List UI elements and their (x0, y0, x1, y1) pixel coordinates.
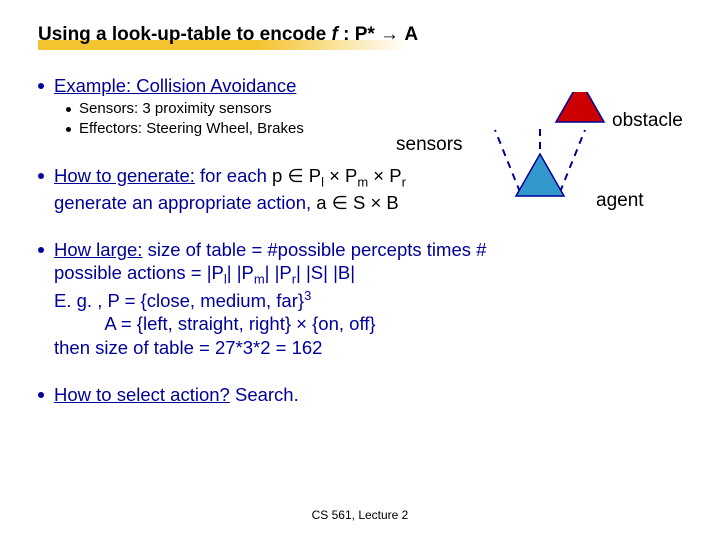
slide-title: Using a look-up-table to encode f : P* →… (38, 24, 682, 46)
large-line5: then size of table = 27*3*2 = 162 (54, 337, 322, 358)
title-domain: P* (355, 24, 375, 45)
footer-text: CS 561, Lecture 2 (0, 508, 720, 522)
bullet-text: How to generate: for each p ∈ Pl × Pm × … (54, 164, 406, 214)
select-label: How to select action? (54, 384, 230, 405)
obstacle-label: obstacle (612, 110, 683, 132)
bullet-large: How large: size of table = #possible per… (38, 238, 682, 359)
example-text: Collision Avoidance (131, 75, 296, 96)
title-codomain: A (404, 24, 418, 45)
sub-bullet-text: Effectors: Steering Wheel, Brakes (79, 119, 304, 139)
sensors-label: sensors (396, 134, 463, 156)
bullet-l1: How large: size of table = #possible per… (38, 238, 682, 359)
large-line2a: possible actions = |P (54, 262, 224, 283)
generate-rest2: generate an appropriate action, (54, 192, 316, 213)
large-line2d: | |S| |B| (296, 262, 355, 283)
generate-rest1: for each (195, 165, 272, 186)
sub-bullet-text: Sensors: 3 proximity sensors (79, 99, 272, 119)
bullet-text: How to select action? Search. (54, 383, 299, 406)
example-label: Example: (54, 75, 131, 96)
large-line2c: | |P (265, 262, 292, 283)
slide: Using a look-up-table to encode f : P* →… (0, 0, 720, 540)
f1s2: m (357, 175, 368, 190)
generate-label: How to generate: (54, 165, 195, 186)
diagram: sensors obstacle agent (390, 92, 690, 242)
f1a: p ∈ P (272, 165, 321, 186)
bullet-text: How large: size of table = #possible per… (54, 238, 486, 359)
bullet-dot-icon (66, 127, 71, 132)
large-line4: A = {left, straight, right} × {on, off} (54, 313, 376, 334)
large-line2b: | |P (227, 262, 254, 283)
select-text: Search. (230, 384, 299, 405)
bullet-dot-icon (66, 107, 71, 112)
large-line3sup: 3 (304, 288, 311, 303)
large-line1: size of table = #possible percepts times… (142, 239, 486, 260)
bullet-text: Example: Collision Avoidance (54, 74, 296, 97)
title-area: Using a look-up-table to encode f : P* →… (38, 24, 682, 46)
l2s2: m (254, 272, 265, 287)
bullet-select: How to select action? Search. (38, 383, 682, 406)
bullet-l1: How to select action? Search. (38, 383, 682, 406)
bullet-dot-icon (38, 173, 44, 179)
bullet-dot-icon (38, 247, 44, 253)
title-colon: : (338, 24, 355, 45)
title-prefix: Using a look-up-table to encode (38, 24, 331, 45)
bullet-dot-icon (38, 83, 44, 89)
bullet-dot-icon (38, 392, 44, 398)
large-line3: E. g. , P = {close, medium, far} (54, 290, 304, 311)
f1b: × P (324, 165, 357, 186)
f2: a ∈ S × B (316, 192, 398, 213)
large-label: How large: (54, 239, 142, 260)
title-arrow: → (375, 24, 405, 45)
agent-label: agent (596, 190, 644, 212)
